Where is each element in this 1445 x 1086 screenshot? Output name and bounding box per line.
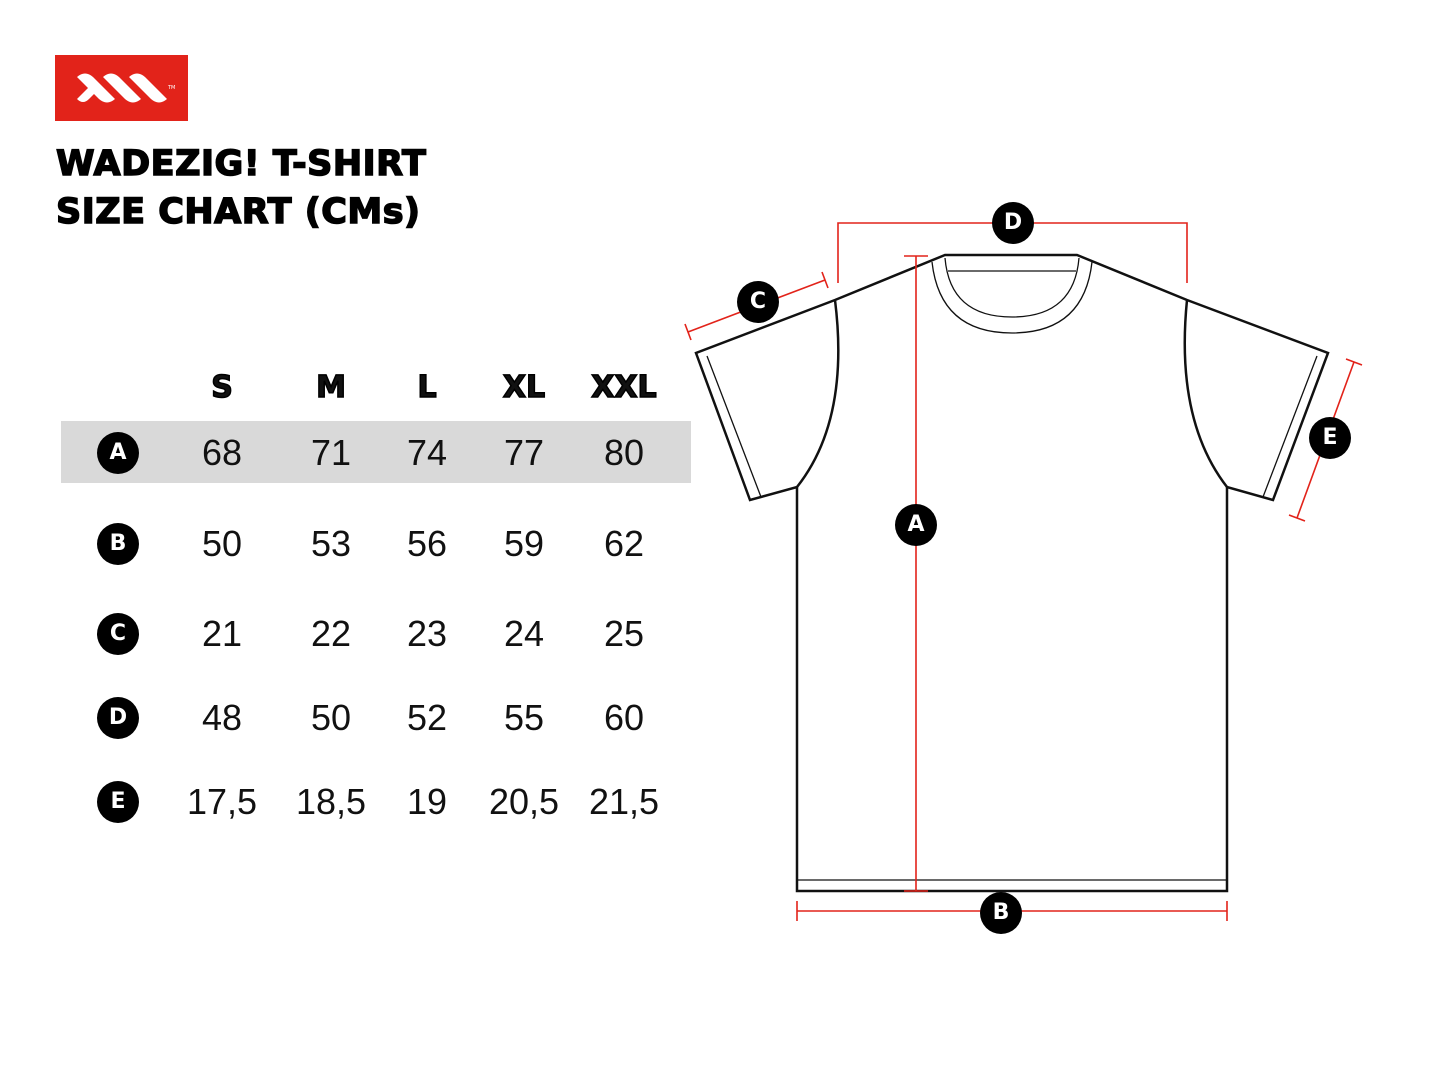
measure-a-line — [904, 255, 928, 892]
diagram-badge-b: B — [980, 892, 1022, 934]
table-cell: 62 — [603, 523, 645, 564]
table-cell: 60 — [603, 697, 645, 738]
size-header-s: S — [210, 369, 233, 406]
table-cell: 50 — [310, 697, 352, 738]
table-cell: 77 — [503, 432, 545, 473]
diagram-badge-e: E — [1309, 417, 1351, 459]
size-header-m: M — [315, 369, 346, 406]
row-label-a: A — [97, 432, 139, 474]
size-header-l: L — [417, 369, 438, 406]
tshirt-details — [706, 257, 1318, 881]
title-line-2: SIZE CHART (CMs) — [55, 191, 421, 233]
table-cell: 24 — [503, 613, 545, 654]
size-header-xxl: XXL — [591, 369, 658, 406]
table-cell: 18,5 — [295, 781, 367, 822]
svg-text:TM: TM — [167, 85, 175, 91]
brand-logo: TM — [55, 55, 188, 121]
table-cell: 21 — [201, 613, 243, 654]
title-line-1: WADEZIG! T-SHIRT — [55, 143, 427, 185]
diagram-badge-d: D — [992, 202, 1034, 244]
row-label-b: B — [97, 523, 139, 565]
table-cell: 53 — [310, 523, 352, 564]
highlight-row-band — [61, 421, 691, 483]
table-cell: 50 — [201, 523, 243, 564]
table-cell: 68 — [201, 432, 243, 473]
table-cell: 17,5 — [186, 781, 258, 822]
page-title: WADEZIG! T-SHIRT SIZE CHART (CMs) — [55, 140, 427, 236]
diagram-badge-a: A — [895, 504, 937, 546]
table-cell: 23 — [406, 613, 448, 654]
table-cell: 55 — [503, 697, 545, 738]
table-cell: 20,5 — [488, 781, 560, 822]
diagram-badge-c: C — [737, 281, 779, 323]
table-cell: 59 — [503, 523, 545, 564]
table-cell: 48 — [201, 697, 243, 738]
tshirt-outline — [694, 253, 1330, 893]
row-label-e: E — [97, 781, 139, 823]
table-cell: 56 — [406, 523, 448, 564]
table-cell: 22 — [310, 613, 352, 654]
table-cell: 21,5 — [588, 781, 660, 822]
size-header-xl: XL — [502, 369, 546, 406]
row-label-c: C — [97, 613, 139, 655]
table-cell: 74 — [406, 432, 448, 473]
table-cell: 71 — [310, 432, 352, 473]
table-cell: 25 — [603, 613, 645, 654]
table-cell: 19 — [406, 781, 448, 822]
table-cell: 80 — [603, 432, 645, 473]
row-label-d: D — [97, 697, 139, 739]
table-cell: 52 — [406, 697, 448, 738]
